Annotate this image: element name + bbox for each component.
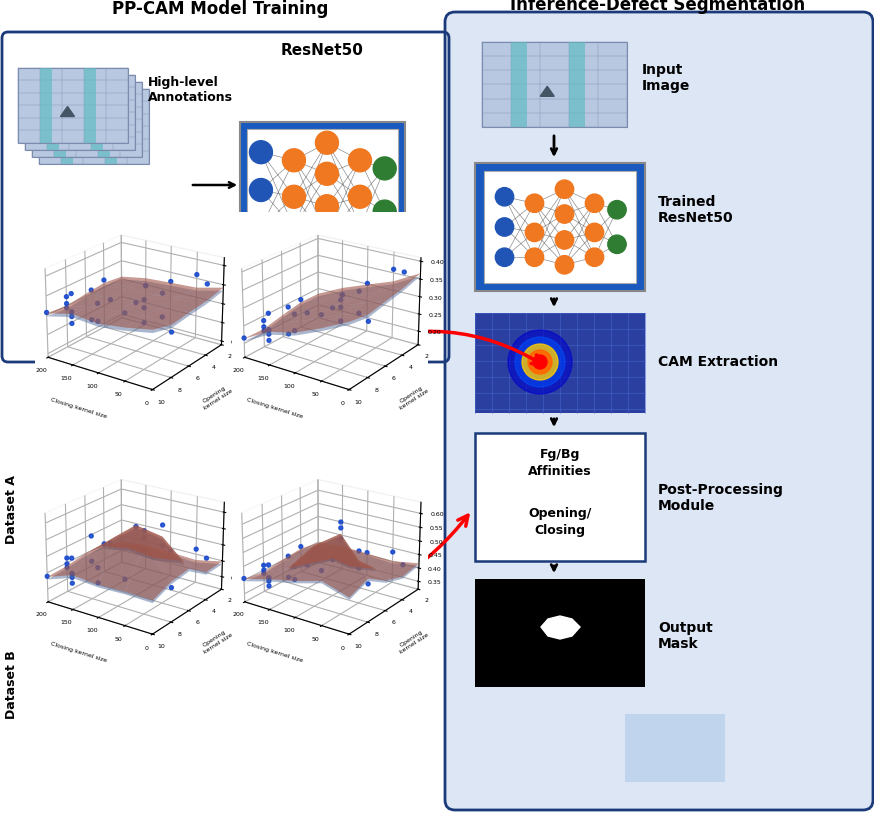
Circle shape bbox=[316, 226, 338, 249]
Text: Dataset A: Dataset A bbox=[5, 476, 18, 544]
Y-axis label: Opening
kernel size: Opening kernel size bbox=[396, 628, 430, 655]
Text: Inference-Defect Segmentation: Inference-Defect Segmentation bbox=[510, 0, 806, 14]
Circle shape bbox=[496, 218, 514, 236]
Text: Trained
Weights: Trained Weights bbox=[267, 332, 329, 363]
FancyBboxPatch shape bbox=[239, 122, 405, 257]
Circle shape bbox=[249, 216, 273, 239]
Text: CAM Extraction: CAM Extraction bbox=[658, 355, 778, 369]
FancyBboxPatch shape bbox=[54, 82, 66, 157]
Circle shape bbox=[282, 216, 305, 239]
Circle shape bbox=[249, 141, 273, 164]
FancyBboxPatch shape bbox=[475, 579, 645, 687]
FancyBboxPatch shape bbox=[84, 68, 96, 143]
FancyBboxPatch shape bbox=[475, 163, 645, 291]
FancyBboxPatch shape bbox=[625, 714, 725, 782]
Text: Dataset B: Dataset B bbox=[5, 651, 18, 719]
Text: Coverage Rate: Coverage Rate bbox=[60, 388, 176, 402]
Circle shape bbox=[607, 201, 626, 219]
Circle shape bbox=[586, 194, 604, 212]
Circle shape bbox=[496, 187, 514, 206]
Text: Opening/
Closing: Opening/ Closing bbox=[528, 507, 592, 537]
Circle shape bbox=[586, 224, 604, 242]
X-axis label: Closing kernel size: Closing kernel size bbox=[246, 397, 304, 419]
Circle shape bbox=[555, 231, 573, 249]
Circle shape bbox=[316, 132, 338, 155]
X-axis label: Closing kernel size: Closing kernel size bbox=[246, 642, 304, 663]
Circle shape bbox=[515, 337, 565, 387]
FancyBboxPatch shape bbox=[18, 68, 128, 143]
FancyBboxPatch shape bbox=[40, 68, 52, 143]
FancyArrowPatch shape bbox=[348, 331, 543, 364]
FancyBboxPatch shape bbox=[482, 42, 627, 127]
Circle shape bbox=[316, 195, 338, 218]
Circle shape bbox=[373, 157, 396, 180]
FancyBboxPatch shape bbox=[246, 130, 398, 251]
FancyBboxPatch shape bbox=[511, 42, 527, 127]
FancyBboxPatch shape bbox=[569, 42, 585, 127]
Circle shape bbox=[533, 355, 547, 369]
Circle shape bbox=[349, 185, 371, 208]
FancyBboxPatch shape bbox=[475, 313, 645, 413]
FancyBboxPatch shape bbox=[105, 89, 117, 164]
Circle shape bbox=[586, 248, 604, 266]
X-axis label: Closing kernel size: Closing kernel size bbox=[50, 642, 108, 663]
Text: High-level
Annotations: High-level Annotations bbox=[148, 76, 233, 104]
Circle shape bbox=[349, 216, 371, 239]
Text: PP-CAM Model Training: PP-CAM Model Training bbox=[112, 0, 329, 18]
Circle shape bbox=[525, 224, 544, 242]
FancyBboxPatch shape bbox=[98, 82, 110, 157]
Y-axis label: Opening
kernel size: Opening kernel size bbox=[396, 383, 430, 411]
Circle shape bbox=[282, 185, 305, 208]
Text: Post-Processing
Module: Post-Processing Module bbox=[658, 483, 784, 513]
Circle shape bbox=[555, 256, 573, 274]
FancyBboxPatch shape bbox=[445, 12, 873, 810]
FancyBboxPatch shape bbox=[484, 171, 636, 283]
Y-axis label: Opening
kernel size: Opening kernel size bbox=[199, 628, 233, 655]
Polygon shape bbox=[540, 86, 554, 96]
Polygon shape bbox=[541, 616, 580, 639]
Circle shape bbox=[349, 149, 371, 172]
Circle shape bbox=[607, 235, 626, 253]
Circle shape bbox=[496, 248, 514, 266]
Circle shape bbox=[555, 205, 573, 224]
FancyBboxPatch shape bbox=[39, 89, 149, 164]
FancyBboxPatch shape bbox=[61, 89, 73, 164]
Circle shape bbox=[508, 330, 572, 394]
Y-axis label: Opening
kernel size: Opening kernel size bbox=[199, 383, 233, 411]
FancyBboxPatch shape bbox=[25, 75, 135, 150]
Circle shape bbox=[316, 162, 338, 185]
FancyArrowPatch shape bbox=[308, 515, 468, 617]
FancyBboxPatch shape bbox=[91, 75, 103, 150]
Circle shape bbox=[525, 248, 544, 266]
Circle shape bbox=[528, 350, 552, 374]
Circle shape bbox=[249, 178, 273, 201]
Text: Input
Image: Input Image bbox=[642, 63, 690, 93]
Text: ResNet50: ResNet50 bbox=[281, 43, 364, 58]
Circle shape bbox=[373, 200, 396, 223]
Circle shape bbox=[525, 194, 544, 212]
Text: Inclusion Rate: Inclusion Rate bbox=[264, 388, 376, 402]
FancyBboxPatch shape bbox=[475, 433, 645, 561]
Circle shape bbox=[282, 149, 305, 172]
Circle shape bbox=[555, 180, 573, 198]
FancyBboxPatch shape bbox=[47, 75, 59, 150]
Circle shape bbox=[522, 344, 558, 380]
Text: Output
Mask: Output Mask bbox=[658, 621, 713, 651]
Text: Fg/Bg
Affinities: Fg/Bg Affinities bbox=[528, 448, 592, 478]
Polygon shape bbox=[60, 107, 74, 117]
Text: Trained
ResNet50: Trained ResNet50 bbox=[658, 195, 733, 225]
FancyBboxPatch shape bbox=[32, 82, 142, 157]
X-axis label: Closing kernel size: Closing kernel size bbox=[50, 397, 108, 419]
